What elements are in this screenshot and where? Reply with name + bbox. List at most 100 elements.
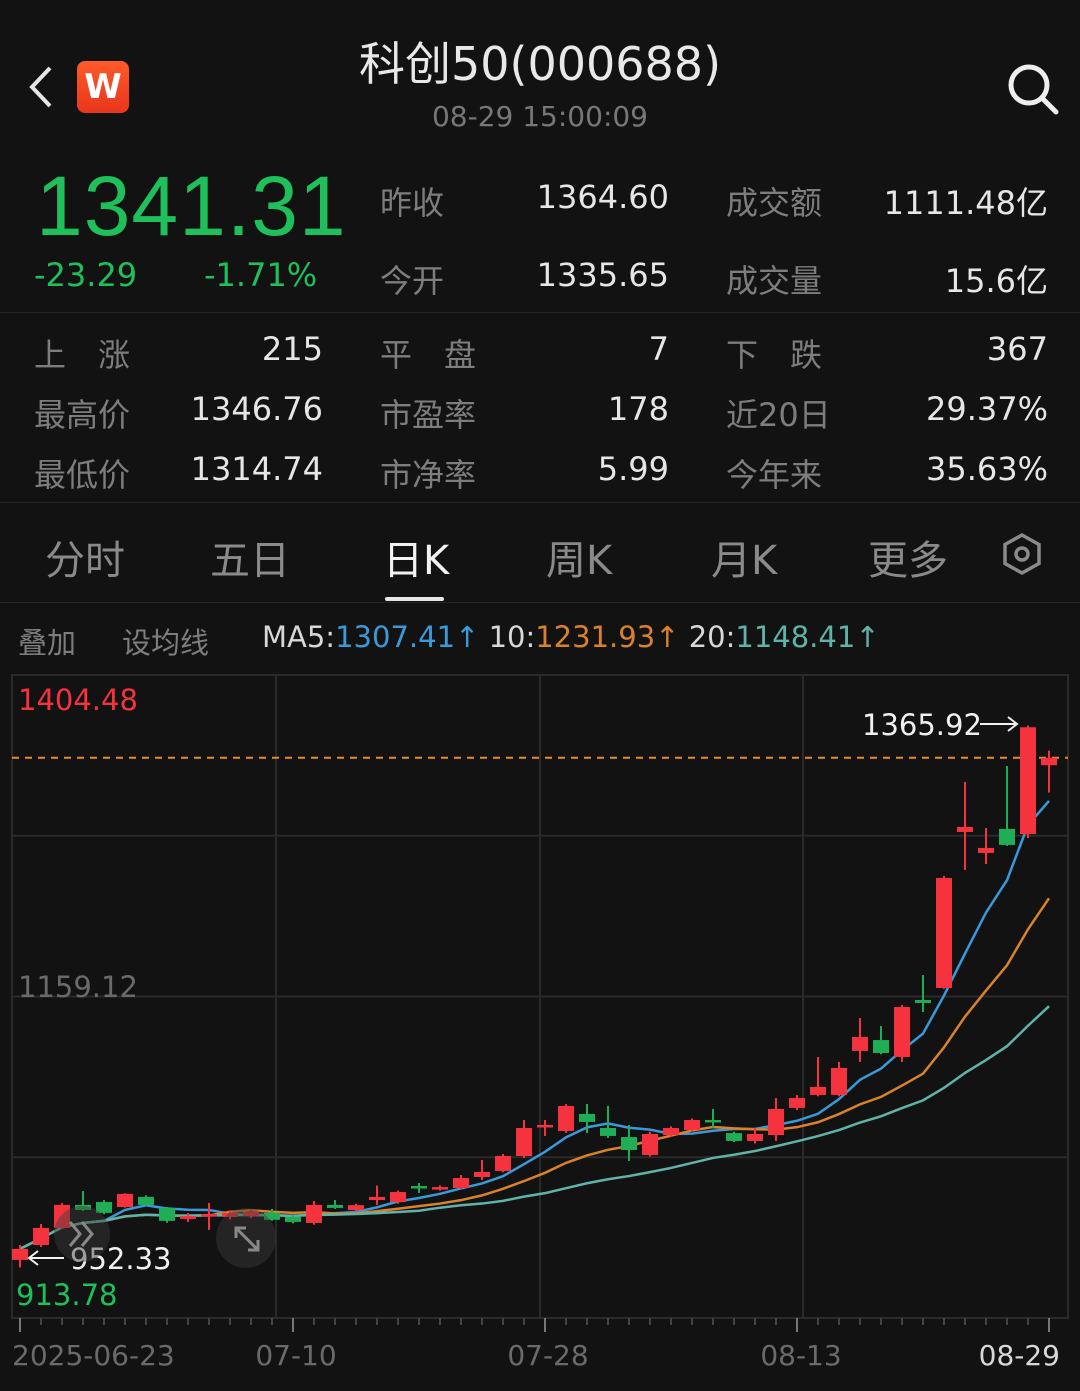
- turnover-label: 成交额: [726, 184, 823, 222]
- candle: [768, 1097, 784, 1141]
- ma5-label: MA5:: [262, 620, 336, 654]
- candle-body: [936, 877, 952, 989]
- candle-body: [1041, 757, 1057, 766]
- candle-body: [33, 1227, 49, 1245]
- candle-body: [579, 1113, 595, 1122]
- candle: [1020, 725, 1036, 839]
- candle-body: [600, 1127, 616, 1136]
- kline-chart[interactable]: 1404.48 1159.12 913.78 1365.92 952.33 20…: [0, 660, 1080, 1391]
- candle: [306, 1200, 322, 1225]
- candle: [222, 1210, 238, 1220]
- candle: [369, 1185, 385, 1205]
- candle-body: [516, 1127, 532, 1157]
- stat-label: 最高价: [34, 396, 131, 434]
- x-tick-label: 2025-06-23: [12, 1339, 175, 1372]
- x-tick-label: 08-29: [979, 1339, 1060, 1372]
- candle-body: [747, 1133, 763, 1141]
- candle-body: [369, 1196, 385, 1201]
- candle: [159, 1206, 175, 1223]
- candle-body: [726, 1133, 742, 1141]
- stat-value: 1314.74: [190, 450, 323, 488]
- candle: [327, 1200, 343, 1209]
- candle: [285, 1215, 301, 1224]
- ma10-value: 1231.93: [535, 620, 656, 654]
- chart-grid: [11, 674, 1069, 1319]
- tab-weekly-k[interactable]: 周K: [546, 538, 613, 584]
- candle: [747, 1127, 763, 1144]
- candle: [180, 1213, 196, 1222]
- tab-daily-k[interactable]: 日K: [383, 538, 450, 584]
- stat-label: 今年来: [726, 456, 823, 494]
- candle: [348, 1203, 364, 1212]
- candle: [600, 1105, 616, 1138]
- turnover-value: 1111.48亿: [883, 184, 1048, 222]
- stat-label: 市净率: [380, 456, 477, 494]
- candle-body: [957, 826, 973, 832]
- candle-body: [852, 1037, 868, 1051]
- candle: [495, 1153, 511, 1173]
- candle: [453, 1175, 469, 1190]
- candle-body: [474, 1171, 490, 1177]
- candle: [831, 1061, 847, 1097]
- min-marker-label: 952.33: [70, 1242, 171, 1276]
- candle: [12, 1244, 28, 1268]
- candle: [936, 875, 952, 989]
- price-change-pct: -1.71%: [204, 256, 318, 294]
- divider: [0, 312, 1080, 313]
- stat-label: 平 盘: [380, 336, 477, 374]
- candle: [75, 1190, 91, 1211]
- set-ma-button[interactable]: 设均线: [122, 626, 210, 660]
- candle-body: [306, 1204, 322, 1223]
- candle-body: [390, 1192, 406, 1203]
- ma20-line: [19, 1005, 1050, 1251]
- stat-label: 市盈率: [380, 396, 477, 434]
- open-value: 1335.65: [536, 256, 669, 294]
- stat-value: 178: [607, 390, 669, 428]
- ma-legend: MA5:1307.41↑ 10:1231.93↑ 20:1148.41↑: [262, 620, 880, 654]
- candle-body: [684, 1119, 700, 1130]
- candle-body: [537, 1124, 553, 1128]
- candle-body: [663, 1127, 679, 1136]
- tab-five-day[interactable]: 五日: [210, 538, 290, 584]
- candle-body: [978, 847, 994, 853]
- active-tab-indicator: [385, 597, 444, 601]
- candle-body: [810, 1086, 826, 1095]
- left-arrow-icon: [27, 1250, 64, 1266]
- timestamp: 08-29 15:00:09: [431, 100, 648, 133]
- candle-body: [54, 1204, 70, 1228]
- ma5-up-arrow-icon: ↑: [455, 620, 480, 654]
- ma10-label: 10:: [488, 620, 536, 654]
- scroll-forward-button[interactable]: [54, 1206, 110, 1262]
- x-tick-label: 08-13: [760, 1339, 841, 1372]
- candle: [201, 1202, 217, 1230]
- candle: [852, 1018, 868, 1062]
- candle: [96, 1200, 112, 1215]
- prev-close-label: 昨收: [380, 184, 445, 222]
- candle-body: [243, 1211, 259, 1217]
- divider: [0, 502, 1080, 503]
- back-button[interactable]: [24, 62, 64, 112]
- chart-settings-button[interactable]: [1000, 532, 1044, 580]
- stat-value: 367: [986, 330, 1048, 368]
- max-marker-label: 1365.92: [862, 708, 982, 742]
- candle-body: [222, 1212, 238, 1217]
- x-tick-label: 07-28: [507, 1339, 588, 1372]
- tab-monthly-k[interactable]: 月K: [711, 538, 778, 584]
- candle-body: [138, 1196, 154, 1205]
- candle: [537, 1119, 553, 1136]
- candle-body: [705, 1119, 721, 1123]
- candle: [117, 1193, 133, 1208]
- candle: [1041, 750, 1057, 793]
- tab-intraday[interactable]: 分时: [45, 538, 125, 584]
- prev-close-value: 1364.60: [536, 178, 669, 216]
- w-app-logo[interactable]: W: [77, 61, 129, 113]
- stat-label: 上 涨: [34, 336, 131, 374]
- candle: [243, 1209, 259, 1219]
- candle: [999, 766, 1015, 846]
- fullscreen-button[interactable]: [216, 1208, 276, 1268]
- overlay-button[interactable]: 叠加: [18, 626, 77, 660]
- tab-more[interactable]: 更多: [868, 538, 948, 584]
- search-button[interactable]: [1004, 60, 1060, 116]
- current-price: 1341.31: [36, 159, 347, 253]
- candle-body: [159, 1207, 175, 1221]
